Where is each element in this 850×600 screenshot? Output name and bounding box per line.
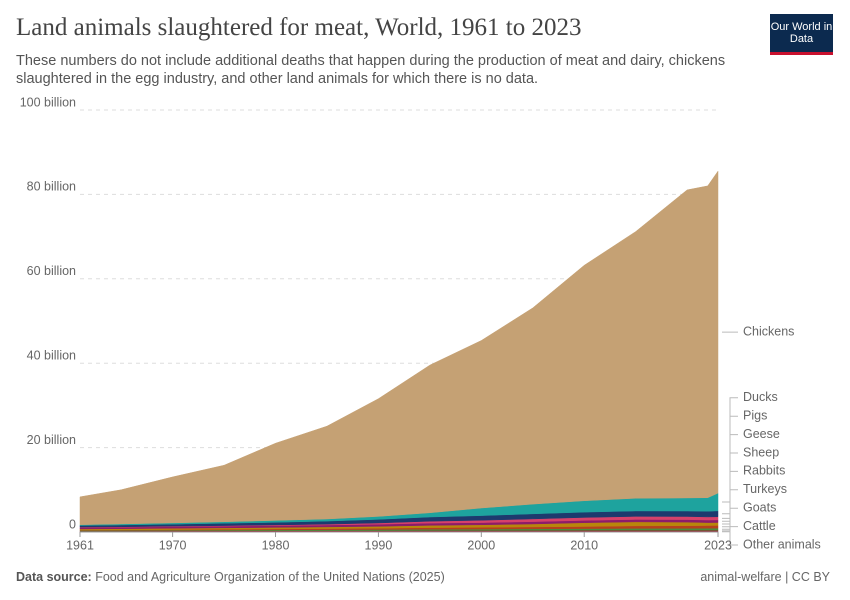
legend-label: Sheep <box>743 445 779 459</box>
x-tick-label: 1980 <box>262 538 290 552</box>
y-tick-label: 40 billion <box>27 348 76 362</box>
x-tick-label: 2023 <box>704 538 732 552</box>
x-tick-label: 2010 <box>570 538 598 552</box>
source-text: Food and Agriculture Organization of the… <box>95 570 445 584</box>
chart-subtitle: These numbers do not include additional … <box>16 53 726 87</box>
y-tick-label: 100 billion <box>20 95 76 109</box>
y-tick-label: 20 billion <box>27 433 76 447</box>
legend-label: Other animals <box>743 537 821 551</box>
x-tick-label: 1970 <box>159 538 187 552</box>
legend-label: Geese <box>743 427 780 441</box>
legend-label: Rabbits <box>743 464 785 478</box>
y-tick-label: 60 billion <box>27 264 76 278</box>
x-tick-label: 2000 <box>467 538 495 552</box>
logo[interactable]: Our World in Data <box>770 14 833 55</box>
area <box>79 170 719 525</box>
x-tick-label: 1990 <box>365 538 393 552</box>
legend-connector <box>722 531 738 546</box>
footer-source: Data source: Food and Agriculture Organi… <box>16 570 445 584</box>
legend-label: Ducks <box>743 390 778 404</box>
legend-label: Pigs <box>743 408 767 422</box>
legend-label: Turkeys <box>743 482 787 496</box>
legend-connector <box>722 397 738 503</box>
footer-license[interactable]: animal-welfare | CC BY <box>700 570 830 584</box>
legend-label: Chickens <box>743 324 794 338</box>
source-label: Data source: <box>16 570 92 584</box>
x-tick-label: 1961 <box>66 538 94 552</box>
chart-title: Land animals slaughtered for meat, World… <box>16 14 582 41</box>
y-tick-label: 80 billion <box>27 180 76 194</box>
legend-label: Goats <box>743 500 776 514</box>
y-tick-label: 0 <box>69 517 76 531</box>
legend-label: Cattle <box>743 519 776 533</box>
